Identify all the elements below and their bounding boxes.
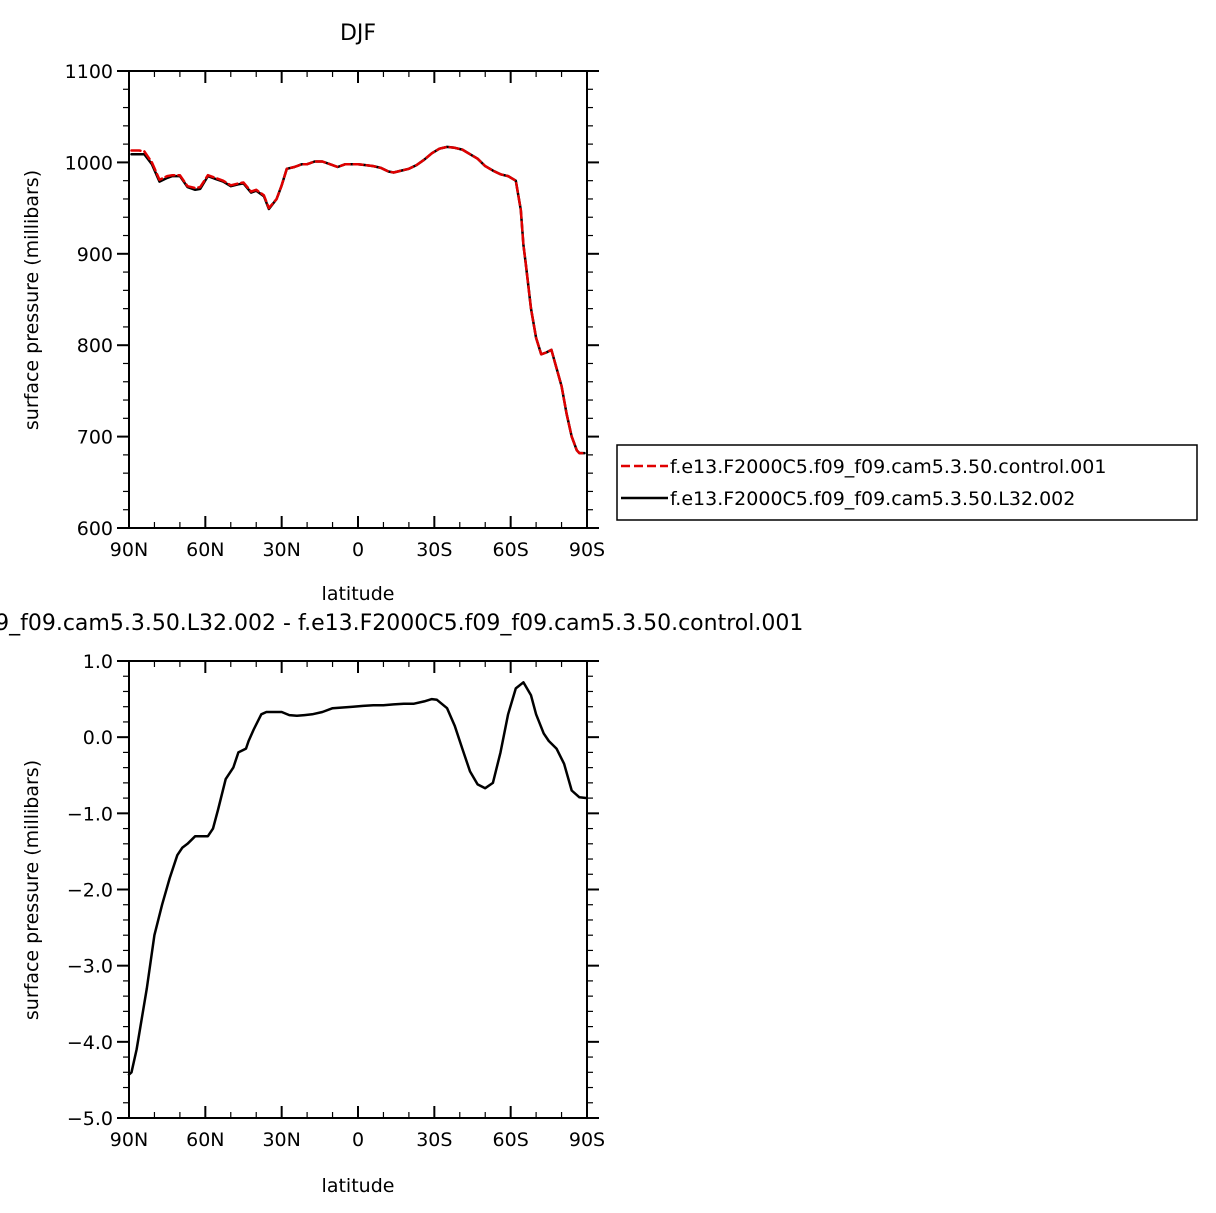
bottom-x-ticks: 90N 60N 30N 0 30S 60S 90S (110, 661, 605, 1151)
bottom-series-group (127, 681, 589, 1076)
bottom-y-ticks: −5.0 −4.0 −3.0 −2.0 −1.0 0.0 1.0 (67, 651, 599, 1130)
top-y-tick-label: 900 (77, 244, 113, 266)
bottom-y-tick-label: 0.0 (83, 727, 113, 749)
top-x-tick-label: 30N (262, 539, 300, 561)
top-series-line-1 (130, 145, 586, 455)
top-x-axis-label: latitude (322, 583, 395, 605)
bottom-x-tick-label: 0 (352, 1129, 364, 1151)
bottom-y-tick-label: −3.0 (67, 956, 113, 978)
bottom-y-tick-label: 1.0 (83, 651, 113, 673)
top-y-tick-label: 1100 (65, 61, 113, 83)
bottom-x-tick-label: 90N (110, 1129, 148, 1151)
bottom-x-axis-label: latitude (322, 1175, 395, 1197)
bottom-series-line-0 (127, 681, 589, 1076)
top-series-group (130, 145, 586, 455)
bottom-x-tick-label: 90S (569, 1129, 605, 1151)
top-y-axis-label: surface pressure (millibars) (21, 170, 43, 430)
bottom-x-tick-label: 60N (186, 1129, 224, 1151)
top-y-ticks: 600 700 800 900 1000 1100 (65, 61, 599, 540)
bottom-x-tick-label: 30N (262, 1129, 300, 1151)
top-y-tick-label: 1000 (65, 152, 113, 174)
top-y-tick-label: 600 (77, 518, 113, 540)
top-series-line-0 (130, 145, 586, 455)
bottom-x-tick-label: 60S (493, 1129, 529, 1151)
bottom-chart-title: f.e13.F2000C5.f09_f09.cam5.3.50.L32.002 … (0, 611, 803, 636)
legend-box (616, 444, 1198, 521)
bottom-y-tick-label: −5.0 (67, 1108, 113, 1130)
legend: f.e13.F2000C5.f09_f09.cam5.3.50.control.… (616, 444, 1198, 521)
legend-label-control: f.e13.F2000C5.f09_f09.cam5.3.50.control.… (670, 456, 1106, 478)
top-x-tick-label: 90N (110, 539, 148, 561)
bottom-y-tick-label: −1.0 (67, 803, 113, 825)
bottom-chart-panel: f.e13.F2000C5.f09_f09.cam5.3.50.L32.002 … (0, 611, 803, 1197)
top-chart-panel: DJF 90N 60N 30N 0 30S 60S 90S 600 700 800 900 1000… (21, 21, 605, 605)
top-x-tick-label: 60N (186, 539, 224, 561)
top-x-tick-label: 0 (352, 539, 364, 561)
top-x-tick-label: 90S (569, 539, 605, 561)
bottom-y-tick-label: −2.0 (67, 880, 113, 902)
legend-label-l32: f.e13.F2000C5.f09_f09.cam5.3.50.L32.002 (670, 488, 1075, 510)
bottom-y-tick-label: −4.0 (67, 1032, 113, 1054)
top-x-ticks: 90N 60N 30N 0 30S 60S 90S (110, 71, 605, 561)
top-x-tick-label: 60S (493, 539, 529, 561)
bottom-x-tick-label: 30S (416, 1129, 452, 1151)
bottom-plot-frame (128, 660, 588, 1119)
top-chart-title: DJF (340, 21, 376, 46)
top-plot-frame (128, 70, 588, 529)
top-y-tick-label: 800 (77, 335, 113, 357)
bottom-y-axis-label: surface pressure (millibars) (21, 760, 43, 1020)
top-x-tick-label: 30S (416, 539, 452, 561)
top-y-tick-label: 700 (77, 427, 113, 449)
